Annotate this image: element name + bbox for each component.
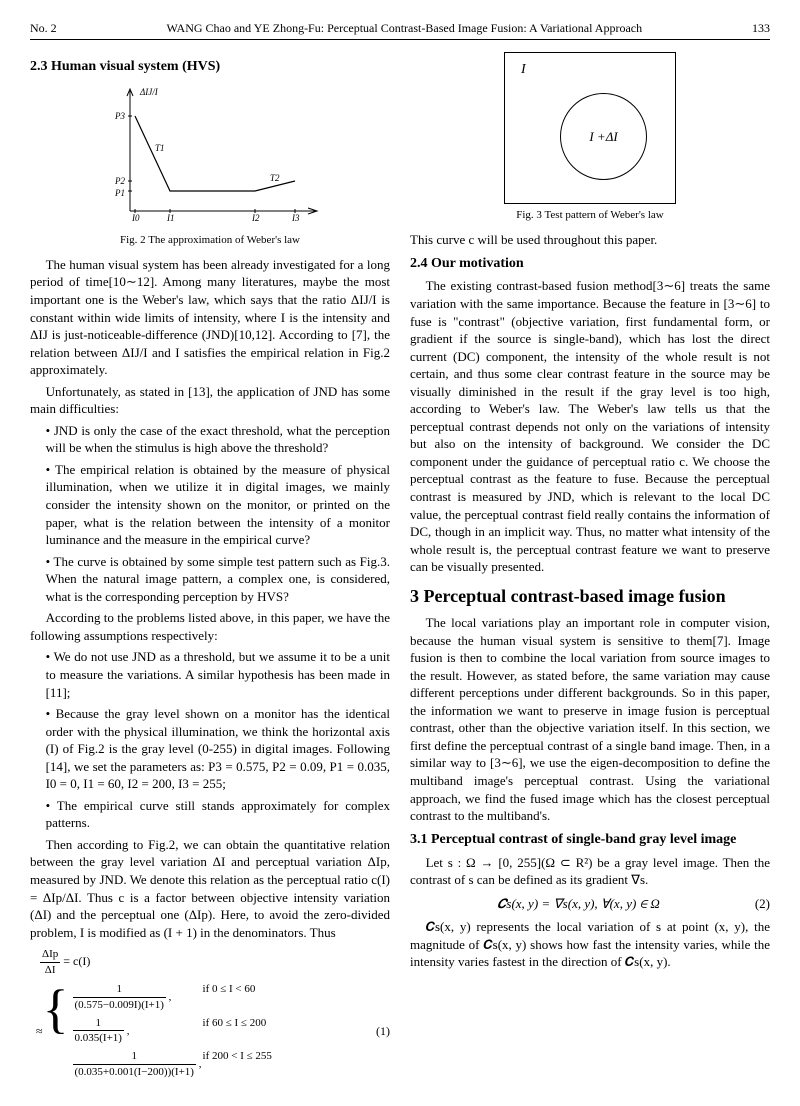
- header-left: No. 2: [30, 20, 57, 36]
- svg-text:P2: P2: [114, 176, 125, 186]
- svg-text:P1: P1: [114, 188, 125, 198]
- svg-text:T1: T1: [155, 143, 165, 153]
- figure-3-pattern: I I +ΔI: [504, 52, 676, 204]
- fig3-circle: I +ΔI: [560, 93, 647, 180]
- header-center: WANG Chao and YE Zhong-Fu: Perceptual Co…: [167, 20, 643, 36]
- sec24-pre: This curve c will be used throughout thi…: [410, 231, 770, 249]
- sec23-bullet-4: We do not use JND as a threshold, but we…: [30, 648, 390, 701]
- sec24-p1: The existing contrast-based fusion metho…: [410, 277, 770, 575]
- eq2-number: (2): [747, 895, 770, 913]
- figure-3-caption: Fig. 3 Test pattern of Weber's law: [410, 208, 770, 223]
- sec23-p1: The human visual system has been already…: [30, 256, 390, 379]
- sec3-p1: The local variations play an important r…: [410, 614, 770, 825]
- svg-text:I3: I3: [291, 213, 300, 223]
- svg-text:T2: T2: [270, 173, 280, 183]
- svg-text:I0: I0: [131, 213, 140, 223]
- figure-2-caption: Fig. 2 The approximation of Weber's law: [30, 233, 390, 248]
- section-3-1-title: 3.1 Perceptual contrast of single-band g…: [410, 831, 770, 850]
- svg-text:ΔIJ/I: ΔIJ/I: [139, 87, 159, 97]
- equation-2: 𝑪s(x, y) = ∇s(x, y), ∀(x, y) ∈ Ω (2): [410, 895, 770, 913]
- left-column: 2.3 Human visual system (HVS): [30, 52, 390, 1086]
- page-header: No. 2 WANG Chao and YE Zhong-Fu: Percept…: [30, 20, 770, 40]
- right-column: I I +ΔI Fig. 3 Test pattern of Weber's l…: [410, 52, 770, 1086]
- header-right: 133: [752, 20, 770, 36]
- svg-text:I2: I2: [251, 213, 260, 223]
- figure-2-chart: ΔIJ/I P3 P2 P1 I0 I1 I2 I3 T1 T2: [95, 81, 325, 231]
- equation-1: ΔIpΔI = c(I) ≈ { 1(0.575−0.009I)(I+1) , …: [30, 947, 390, 1080]
- sec23-p4: Then according to Fig.2, we can obtain t…: [30, 836, 390, 941]
- sec23-p3: According to the problems listed above, …: [30, 609, 390, 644]
- svg-text:I1: I1: [166, 213, 175, 223]
- fig3-bg-label: I: [521, 61, 526, 80]
- sec23-bullet-3: The curve is obtained by some simple tes…: [30, 553, 390, 606]
- svg-text:P3: P3: [114, 111, 125, 121]
- sec23-bullet-5: Because the gray level shown on a monito…: [30, 705, 390, 793]
- sec23-bullet-2: The empirical relation is obtained by th…: [30, 461, 390, 549]
- section-2-4-title: 2.4 Our motivation: [410, 255, 770, 274]
- sec23-p2: Unfortunately, as stated in [13], the ap…: [30, 383, 390, 418]
- sec31-p1: Let s : Ω → [0, 255](Ω ⊂ R²) be a gray l…: [410, 854, 770, 889]
- section-3-title: 3 Perceptual contrast-based image fusion: [410, 584, 770, 608]
- eq1-number: (1): [368, 1023, 390, 1039]
- section-2-3-title: 2.3 Human visual system (HVS): [30, 58, 390, 77]
- sec23-bullet-6: The empirical curve still stands approxi…: [30, 797, 390, 832]
- sec31-p2: 𝑪s(x, y) represents the local variation …: [410, 918, 770, 971]
- sec23-bullet-1: JND is only the case of the exact thresh…: [30, 422, 390, 457]
